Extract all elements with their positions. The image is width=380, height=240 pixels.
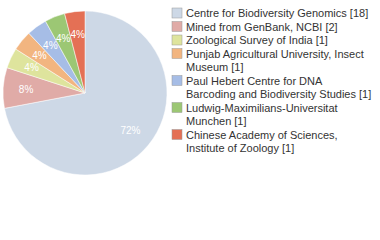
legend-label-line: Punjab Agricultural University, Insect — [186, 48, 364, 60]
legend-label-line: Ludwig-Maximilians-Universitat — [186, 102, 338, 114]
data-label: 4% — [56, 33, 71, 44]
legend-label-line: Barcoding and Biodiversity Studies [1] — [186, 88, 371, 100]
legend-swatch — [172, 22, 182, 32]
legend-label: Centre for Biodiversity Genomics [18] — [186, 7, 368, 19]
legend-label-line: Centre for Biodiversity Genomics [18] — [186, 7, 368, 19]
data-label: 72% — [120, 125, 140, 136]
legend-label: Mined from GenBank, NCBI [2] — [186, 21, 338, 33]
legend-swatch — [172, 8, 182, 18]
legend-swatch — [172, 49, 182, 59]
legend-swatch — [172, 35, 182, 45]
pie — [3, 11, 167, 175]
legend-label-line: Institute of Zoology [1] — [186, 142, 294, 154]
pie-slice — [4, 11, 167, 175]
legend-label-line: Museum [1] — [186, 61, 243, 73]
legend-label-line: Munchen [1] — [186, 115, 247, 127]
legend-label: Paul Hebert Centre for DNABarcoding and … — [186, 75, 371, 101]
legend-label-line: Zoological Survey of India [1] — [186, 34, 328, 46]
chart: 72%8%4%4%4%4%4%Centre for Biodiversity G… — [0, 0, 380, 240]
legend: Centre for Biodiversity Genomics [18] Min… — [172, 7, 371, 154]
legend-swatch — [172, 130, 182, 140]
legend-label-line: Paul Hebert Centre for DNA — [186, 75, 323, 87]
legend-label: Ludwig-Maximilians-UniversitatMunchen [1… — [186, 102, 338, 128]
data-label: 4% — [70, 29, 85, 40]
legend-label-line: Chinese Academy of Sciences, — [186, 129, 338, 141]
data-labels: 72%8%4%4%4%4%4% — [19, 29, 141, 136]
data-label: 4% — [32, 50, 47, 61]
legend-label: Chinese Academy of Sciences,Institute of… — [186, 129, 338, 155]
legend-label-line: Mined from GenBank, NCBI [2] — [186, 21, 338, 33]
legend-label: Zoological Survey of India [1] — [186, 34, 328, 46]
pie-slice — [65, 11, 85, 93]
data-label: 8% — [19, 84, 34, 95]
legend-label: Punjab Agricultural University, InsectMu… — [186, 48, 364, 74]
data-label: 4% — [24, 62, 39, 73]
legend-swatch — [172, 103, 182, 113]
legend-swatch — [172, 76, 182, 86]
